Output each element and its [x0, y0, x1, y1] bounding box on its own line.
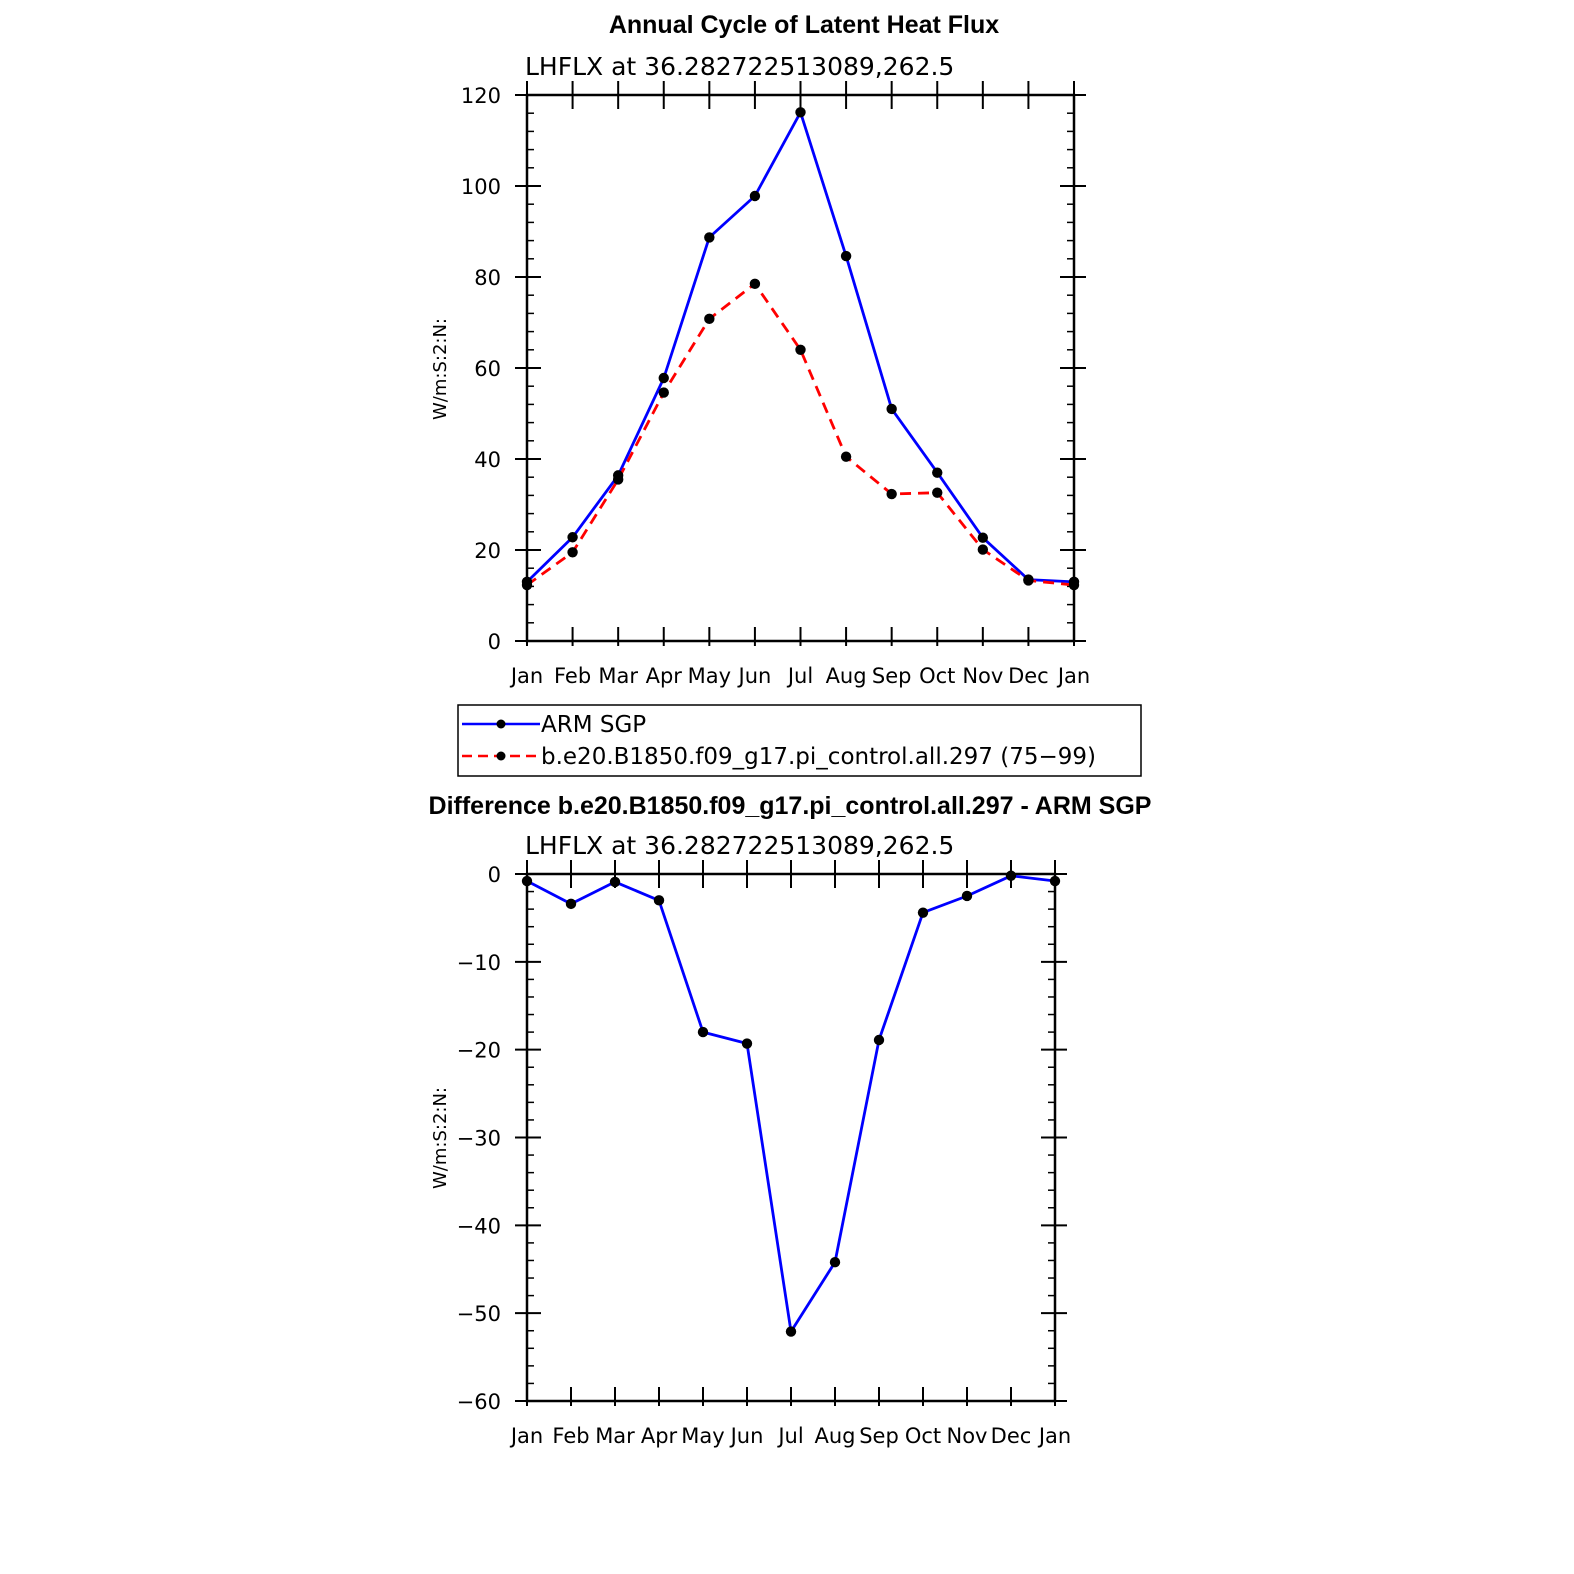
chart-2-series	[521, 870, 1061, 1337]
x-tick-label: Dec	[991, 1424, 1032, 1448]
chart-1-frame	[525, 93, 1076, 643]
data-point	[565, 898, 577, 910]
y-tick-label: 20	[474, 539, 501, 563]
x-tick-label: May	[688, 664, 731, 688]
chart-1-ticks: Jan Feb Mar Apr May Jun Jul Aug Sep Oct Nov Dec Jan 0…	[461, 81, 1090, 688]
data-point	[1068, 579, 1080, 591]
data-point	[840, 451, 852, 462]
chart-1-title: Annual Cycle of Latent Heat Flux	[609, 11, 999, 39]
y-tick-label: −10	[457, 951, 501, 975]
x-tick-label: Jul	[776, 1424, 803, 1448]
y-tick-label: 120	[461, 84, 501, 108]
data-point	[521, 579, 533, 591]
data-point	[977, 532, 989, 543]
chart-2-title: Difference b.e20.B1850.f09_g17.pi_contro…	[429, 792, 1152, 820]
x-tick-label: Jan	[1056, 664, 1090, 688]
y-tick-label: −40	[457, 1214, 501, 1238]
data-point	[567, 532, 578, 543]
data-point	[1049, 875, 1061, 887]
data-point	[886, 403, 897, 415]
x-tick-label: Apr	[641, 1424, 678, 1448]
series-line-1	[526, 282, 1075, 587]
data-point	[840, 250, 852, 262]
data-point	[612, 474, 624, 485]
x-tick-label: Feb	[554, 664, 591, 688]
x-tick-label: Jan	[509, 1424, 543, 1448]
x-tick-label: Jun	[737, 664, 772, 688]
data-point	[932, 487, 943, 498]
x-tick-label: Oct	[905, 1424, 941, 1448]
x-tick-label: Nov	[947, 1424, 988, 1448]
chart-2-ylabel: W/m:S:2:N:	[430, 1087, 451, 1189]
data-point	[609, 876, 621, 888]
x-tick-label: Oct	[919, 664, 955, 688]
y-tick-label: 40	[474, 448, 501, 472]
y-tick-label: −60	[457, 1390, 501, 1414]
x-tick-label: Sep	[859, 1424, 899, 1448]
data-point	[658, 387, 669, 398]
y-tick-label: 100	[461, 175, 501, 199]
data-point	[932, 467, 943, 478]
data-point	[749, 278, 761, 290]
data-point	[741, 1038, 753, 1049]
chart-1-series	[521, 107, 1080, 591]
x-tick-label: Aug	[814, 1424, 855, 1448]
data-point	[961, 890, 973, 902]
y-tick-label: 0	[488, 863, 501, 887]
legend-label-arm-sgp: ARM SGP	[541, 712, 646, 738]
legend-box	[457, 704, 1142, 777]
y-tick-label: 60	[474, 357, 501, 381]
x-tick-label: Mar	[598, 664, 638, 688]
data-point	[697, 1026, 709, 1038]
x-tick-label: Apr	[646, 664, 683, 688]
data-point	[886, 488, 897, 500]
data-point	[873, 1034, 885, 1046]
y-tick-label: −20	[457, 1039, 501, 1063]
data-point	[795, 107, 806, 118]
legend-label-model: b.e20.B1850.f09_g17.pi_control.all.297 (…	[541, 744, 1096, 770]
chart-2-frame	[525, 872, 1057, 1403]
x-tick-label: Mar	[595, 1424, 635, 1448]
data-point	[785, 1326, 797, 1337]
legend-marker-model	[496, 751, 506, 761]
data-point	[704, 232, 715, 243]
x-tick-label: Jul	[786, 664, 813, 688]
x-tick-label: Jan	[1037, 1424, 1071, 1448]
data-point	[917, 907, 929, 918]
data-point	[704, 313, 715, 325]
chart-2-subtitle: LHFLX at 36.282722513089,262.5	[525, 831, 954, 860]
x-tick-label: Jan	[509, 664, 543, 688]
x-tick-label: Nov	[962, 664, 1003, 688]
data-point	[795, 344, 806, 355]
data-point	[653, 895, 665, 906]
data-point	[1005, 870, 1017, 881]
data-point	[567, 547, 578, 558]
x-tick-label: Feb	[552, 1424, 589, 1448]
chart-annual-cycle: Annual Cycle of Latent Heat Flux LHFLX a…	[430, 11, 1090, 688]
x-tick-label: Aug	[826, 664, 867, 688]
legend-marker-arm-sgp	[496, 719, 506, 729]
data-point	[1023, 575, 1034, 586]
y-tick-label: 80	[474, 266, 501, 290]
data-point	[521, 875, 533, 887]
y-tick-label: −30	[457, 1127, 501, 1151]
data-point	[829, 1257, 841, 1268]
chart-difference: Difference b.e20.B1850.f09_g17.pi_contro…	[429, 792, 1152, 1448]
y-tick-label: 0	[488, 630, 501, 654]
x-tick-label: May	[681, 1424, 724, 1448]
chart-1-subtitle: LHFLX at 36.282722513089,262.5	[525, 52, 954, 81]
series-line-0	[526, 874, 1056, 1333]
y-tick-label: −50	[457, 1302, 501, 1326]
data-point	[749, 190, 761, 202]
x-tick-label: Sep	[872, 664, 912, 688]
x-tick-label: Jun	[729, 1424, 764, 1448]
data-point	[658, 372, 669, 384]
data-point	[977, 544, 989, 555]
chart-2-ticks: Jan Feb Mar Apr May Jun Jul Aug Sep Oct Nov Dec Jan−…	[457, 860, 1071, 1448]
chart-1-ylabel: W/m:S:2:N:	[430, 318, 451, 420]
legend: ARM SGP b.e20.B1850.f09_g17.pi_control.a…	[457, 704, 1142, 777]
x-tick-label: Dec	[1008, 664, 1049, 688]
